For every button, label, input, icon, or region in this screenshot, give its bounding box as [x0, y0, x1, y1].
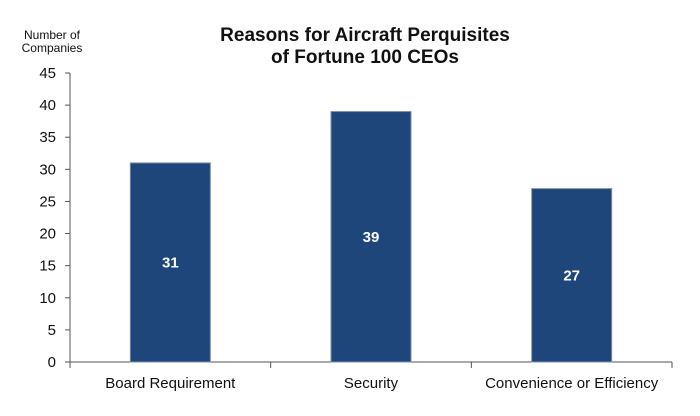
y-axis-label-line-1: Number of	[24, 28, 81, 42]
x-category-label: Board Requirement	[105, 375, 236, 392]
y-tick-label: 5	[48, 322, 56, 339]
y-tick-label: 10	[39, 290, 56, 307]
x-category-label: Security	[344, 375, 399, 392]
bar-data-label: 27	[563, 267, 580, 284]
bar-data-label: 39	[363, 229, 380, 246]
x-category-label: Convenience or Efficiency	[485, 375, 659, 392]
plot-area: 0 5 10 15 20 25 30 35 40 45 31 Board Requirement 39 S…	[39, 65, 673, 392]
y-axis-label-line-2: Companies	[22, 41, 83, 55]
y-tick-label: 0	[48, 354, 56, 371]
chart-title-line-2: of Fortune 100 CEOs	[271, 47, 459, 68]
y-tick-label: 25	[39, 193, 56, 210]
y-tick-label: 20	[39, 226, 56, 243]
y-tick-label: 15	[39, 258, 56, 275]
chart-title-line-1: Reasons for Aircraft Perquisites	[220, 25, 510, 46]
y-tick-label: 45	[39, 65, 56, 82]
bar	[129, 162, 211, 363]
y-tick-label: 40	[39, 97, 56, 114]
bar	[330, 111, 412, 363]
bar	[531, 188, 613, 363]
y-tick-label: 35	[39, 129, 56, 146]
y-tick-label: 30	[39, 161, 56, 178]
bar-data-label: 31	[162, 254, 179, 271]
